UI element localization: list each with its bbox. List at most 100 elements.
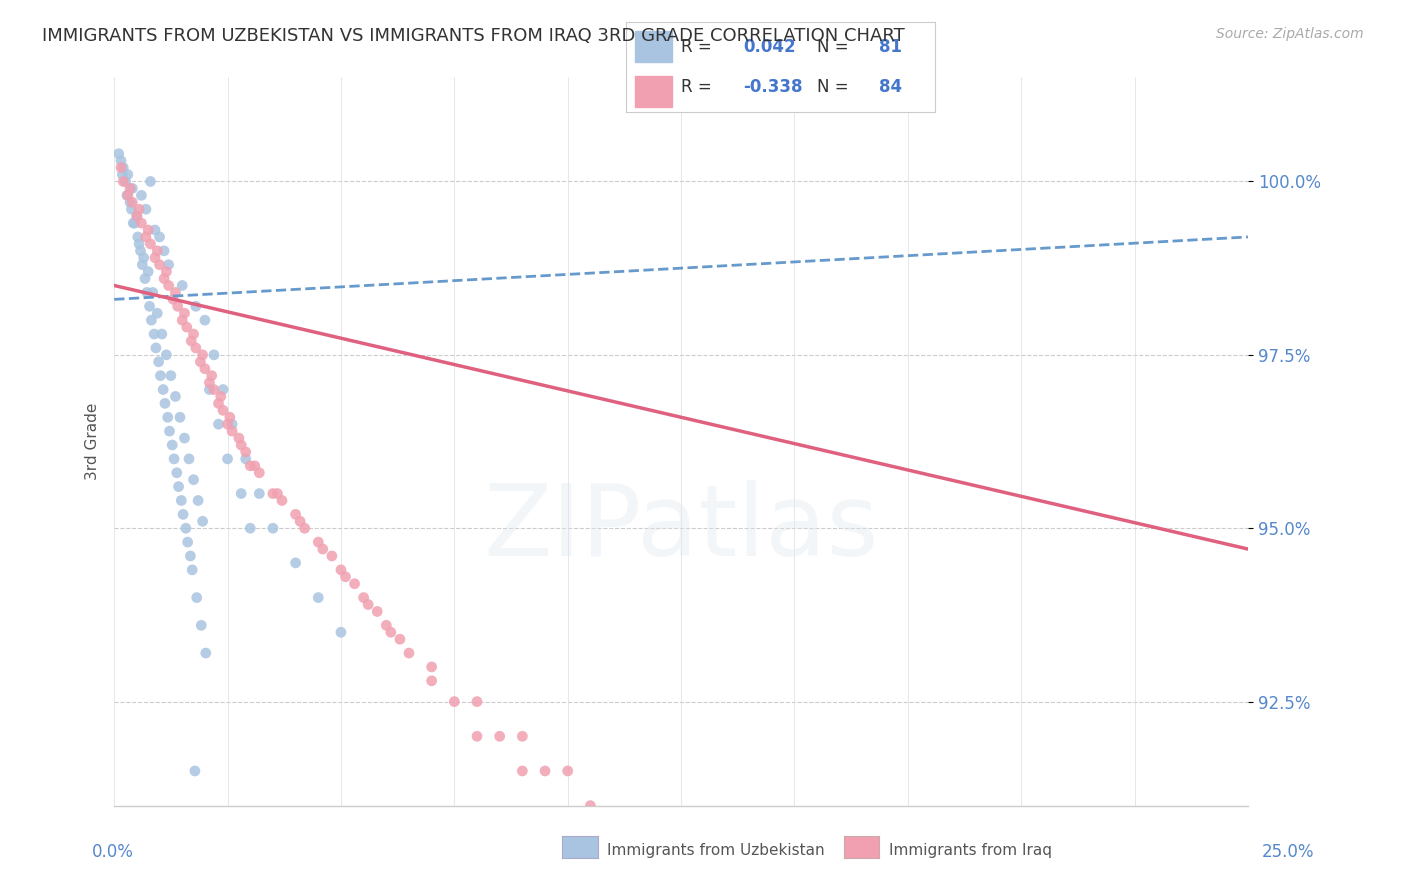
Point — [173, 306, 195, 320]
Point — [262, 486, 284, 500]
Point — [343, 576, 366, 591]
Point — [231, 486, 253, 500]
Point — [420, 673, 443, 688]
Point — [122, 216, 145, 230]
Point — [143, 326, 166, 341]
Point — [207, 396, 229, 410]
Point — [557, 813, 579, 827]
Point — [357, 598, 380, 612]
Point — [198, 383, 221, 397]
Point — [135, 285, 157, 300]
Text: N =: N = — [817, 38, 855, 56]
Point — [146, 306, 169, 320]
Point — [266, 486, 288, 500]
Point — [271, 493, 294, 508]
Point — [624, 813, 647, 827]
Point — [212, 403, 235, 417]
Point — [107, 146, 129, 161]
Text: R =: R = — [682, 38, 717, 56]
Point — [388, 632, 411, 647]
Point — [207, 417, 229, 432]
Point — [139, 236, 162, 251]
Point — [212, 383, 235, 397]
Text: IMMIGRANTS FROM UZBEKISTAN VS IMMIGRANTS FROM IRAQ 3RD GRADE CORRELATION CHART: IMMIGRANTS FROM UZBEKISTAN VS IMMIGRANTS… — [42, 27, 905, 45]
Point — [512, 729, 534, 743]
Point — [120, 195, 142, 210]
Point — [783, 881, 806, 892]
Point — [165, 285, 187, 300]
Point — [135, 230, 157, 244]
Point — [202, 383, 225, 397]
Text: Source: ZipAtlas.com: Source: ZipAtlas.com — [1216, 27, 1364, 41]
Point — [181, 563, 204, 577]
Point — [294, 521, 316, 535]
Point — [176, 535, 198, 549]
Point — [198, 376, 221, 390]
Point — [186, 591, 208, 605]
Point — [247, 466, 270, 480]
Point — [312, 542, 335, 557]
Point — [194, 313, 217, 327]
Point — [120, 202, 142, 217]
Point — [239, 521, 262, 535]
Point — [209, 389, 232, 403]
Point — [131, 258, 153, 272]
Point — [149, 368, 172, 383]
Point — [239, 458, 262, 473]
Point — [231, 438, 253, 452]
Point — [602, 854, 624, 868]
Point — [165, 389, 187, 403]
Point — [125, 209, 148, 223]
Point — [180, 334, 202, 348]
Text: 84: 84 — [879, 78, 903, 95]
Point — [420, 660, 443, 674]
Point — [177, 451, 200, 466]
Point — [191, 514, 214, 528]
Point — [110, 153, 132, 168]
Point — [153, 271, 176, 285]
Text: 25.0%: 25.0% — [1263, 843, 1315, 861]
Point — [121, 195, 143, 210]
Point — [153, 396, 176, 410]
Point — [111, 168, 134, 182]
Point — [217, 417, 239, 432]
Point — [155, 265, 177, 279]
Text: 81: 81 — [879, 38, 903, 56]
Text: 0.0%: 0.0% — [91, 843, 134, 861]
Point — [262, 521, 284, 535]
Point — [148, 258, 170, 272]
Point — [131, 216, 153, 230]
Point — [172, 313, 194, 327]
Point — [143, 251, 166, 265]
Point — [121, 181, 143, 195]
Point — [169, 410, 191, 425]
Point — [167, 480, 190, 494]
Point — [228, 431, 250, 445]
Point — [157, 258, 180, 272]
Point — [125, 209, 148, 223]
Point — [190, 618, 212, 632]
Point — [191, 348, 214, 362]
Point — [235, 451, 257, 466]
Point — [235, 445, 257, 459]
Point — [329, 563, 352, 577]
Point — [135, 202, 157, 217]
Point — [194, 646, 217, 660]
Point — [398, 646, 420, 660]
Point — [117, 168, 139, 182]
Point — [221, 417, 243, 432]
Point — [307, 535, 329, 549]
Point — [112, 174, 135, 188]
Point — [183, 473, 205, 487]
Point — [124, 216, 146, 230]
Text: Immigrants from Iraq: Immigrants from Iraq — [889, 843, 1052, 858]
Point — [150, 326, 173, 341]
Point — [136, 223, 159, 237]
Point — [179, 549, 201, 563]
Point — [284, 556, 307, 570]
Point — [184, 764, 207, 778]
Point — [120, 181, 142, 195]
Text: 0.042: 0.042 — [744, 38, 796, 56]
Point — [110, 161, 132, 175]
Point — [139, 174, 162, 188]
